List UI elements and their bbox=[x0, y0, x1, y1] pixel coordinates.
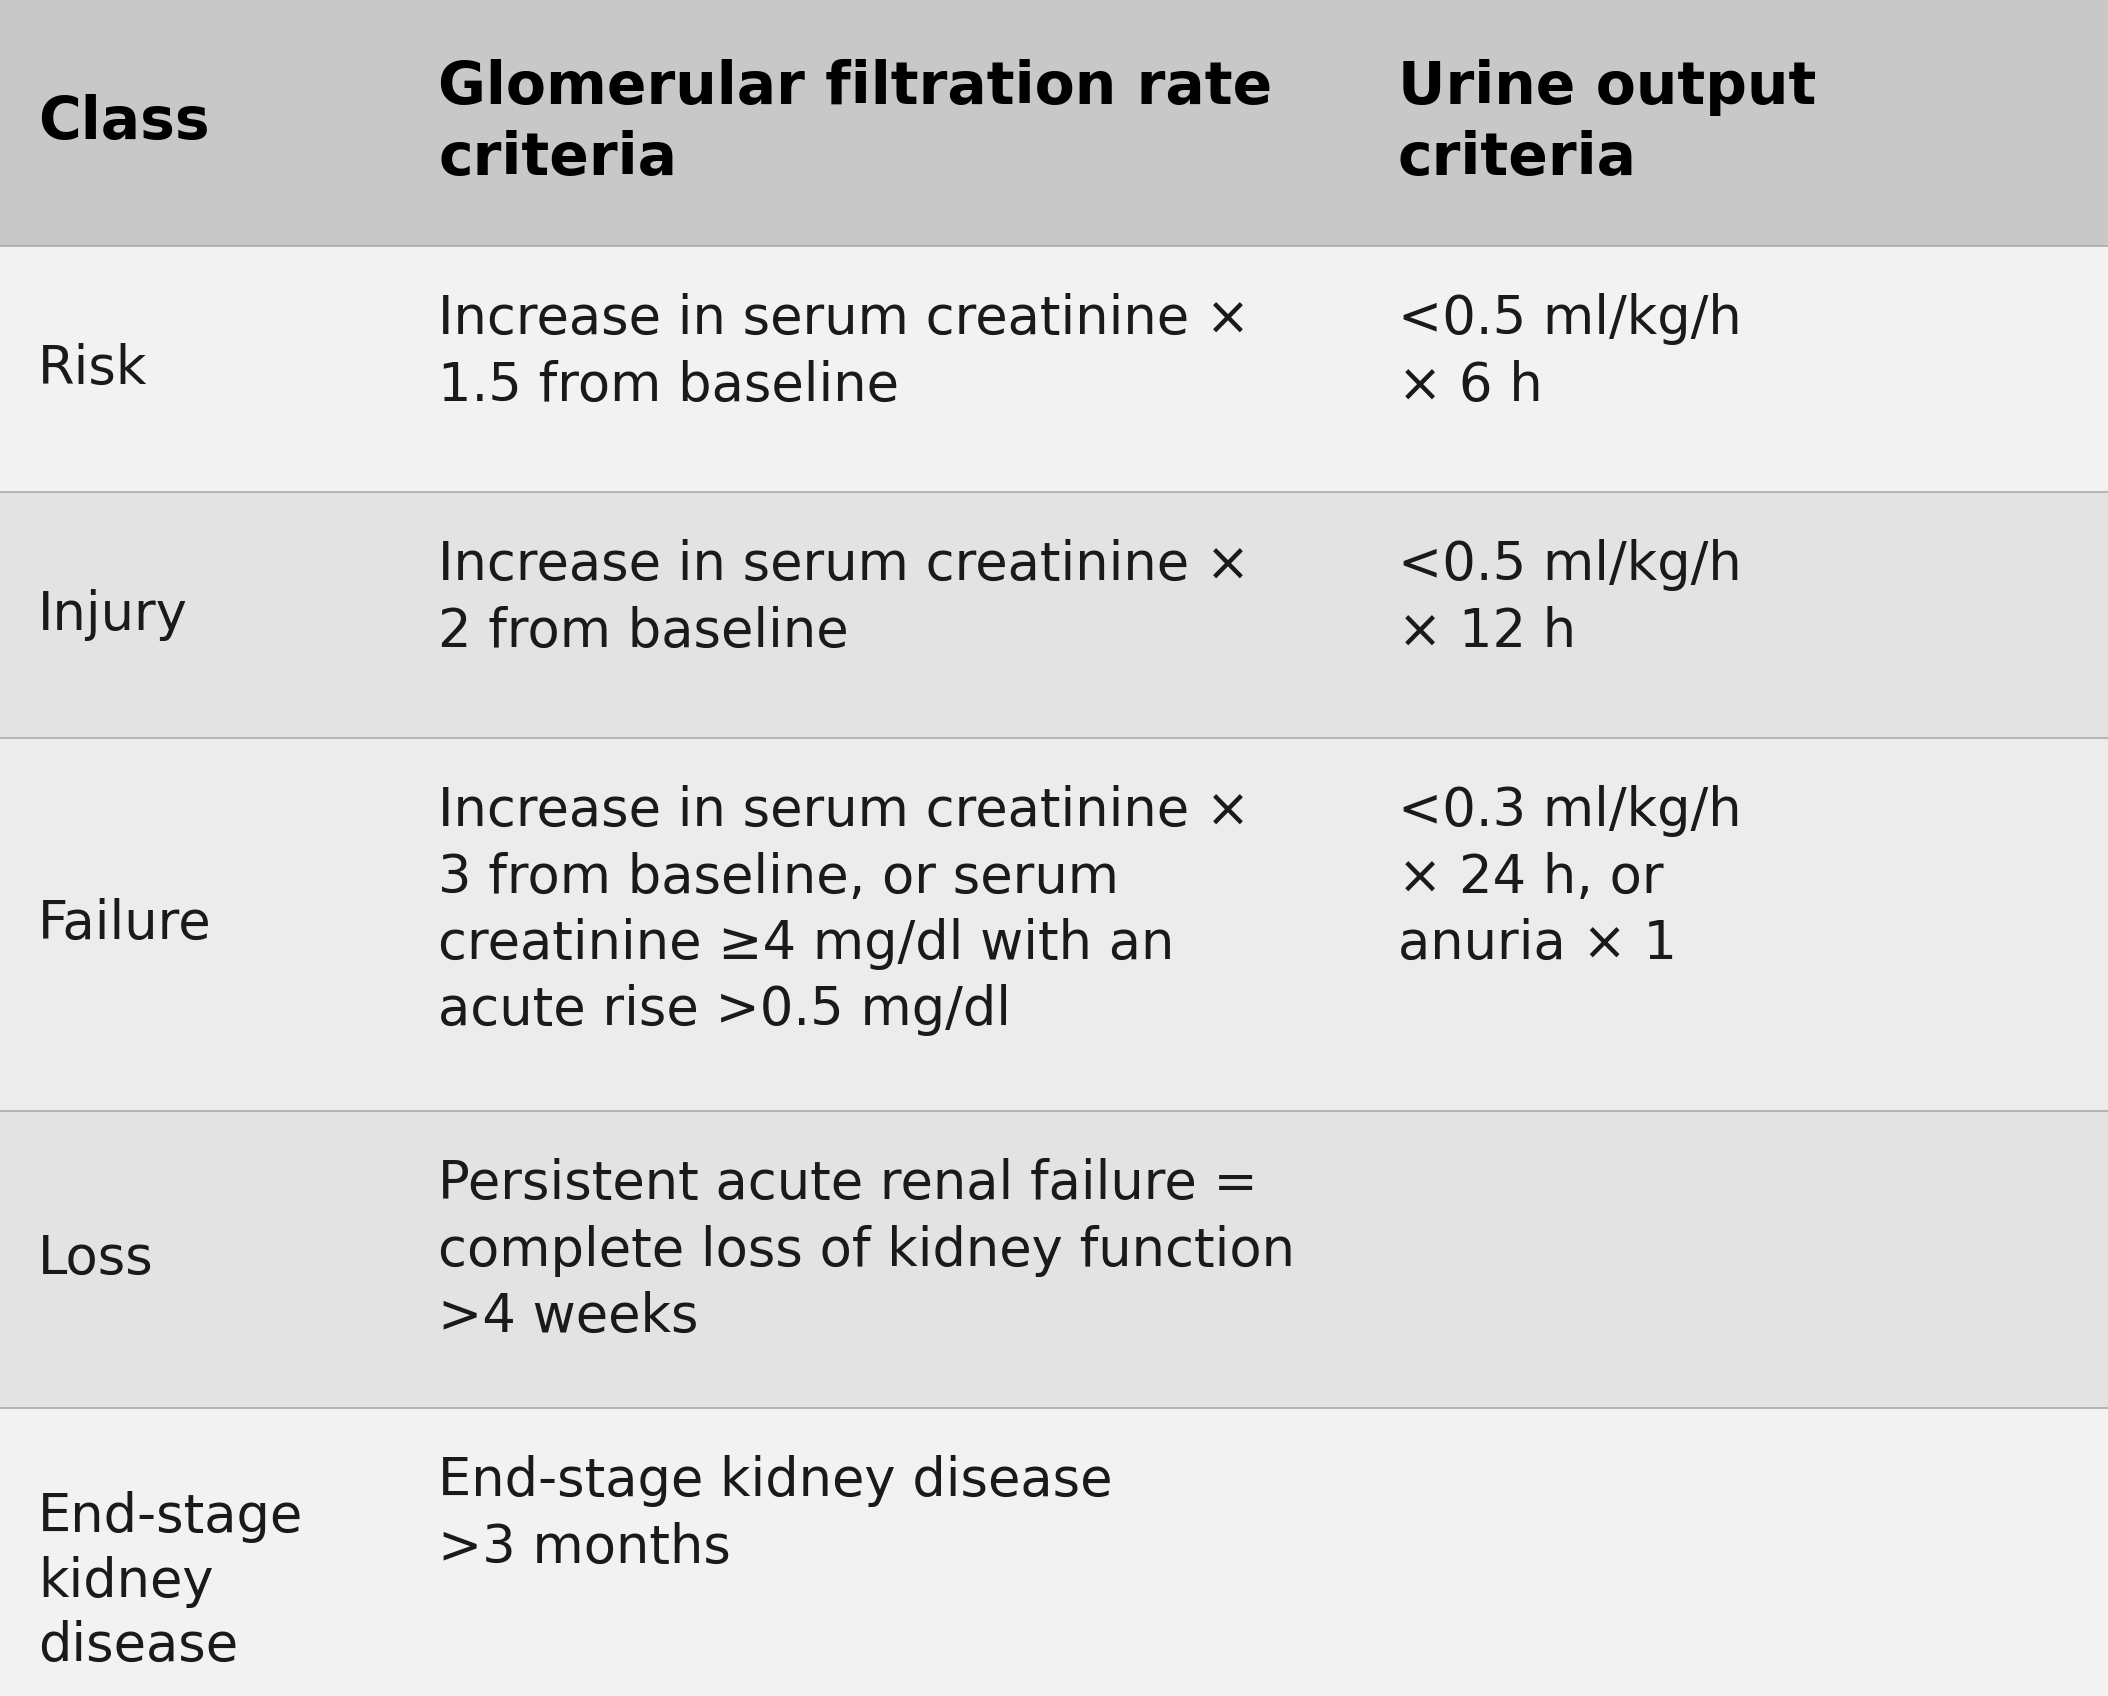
Bar bbox=[0, 0, 2108, 246]
Text: Failure: Failure bbox=[38, 899, 211, 950]
Bar bbox=[0, 246, 2108, 492]
Bar bbox=[0, 492, 2108, 738]
Text: <0.3 ml/kg/h
× 24 h, or
anuria × 1: <0.3 ml/kg/h × 24 h, or anuria × 1 bbox=[1398, 785, 1741, 970]
Bar bbox=[0, 738, 2108, 1111]
Text: <0.5 ml/kg/h
× 12 h: <0.5 ml/kg/h × 12 h bbox=[1398, 539, 1741, 658]
Text: Risk: Risk bbox=[38, 343, 148, 395]
Text: Persistent acute renal failure =
complete loss of kidney function
>4 weeks: Persistent acute renal failure = complet… bbox=[438, 1158, 1296, 1343]
Bar bbox=[0, 1111, 2108, 1408]
Text: End-stage kidney disease
>3 months: End-stage kidney disease >3 months bbox=[438, 1455, 1113, 1574]
Text: Increase in serum creatinine ×
2 from baseline: Increase in serum creatinine × 2 from ba… bbox=[438, 539, 1250, 658]
Bar bbox=[0, 1408, 2108, 1696]
Text: Glomerular filtration rate
criteria: Glomerular filtration rate criteria bbox=[438, 59, 1273, 187]
Text: Loss: Loss bbox=[38, 1233, 154, 1286]
Text: Class: Class bbox=[38, 95, 209, 151]
Text: <0.5 ml/kg/h
× 6 h: <0.5 ml/kg/h × 6 h bbox=[1398, 293, 1741, 412]
Text: Injury: Injury bbox=[38, 589, 188, 641]
Text: Increase in serum creatinine ×
1.5 from baseline: Increase in serum creatinine × 1.5 from … bbox=[438, 293, 1250, 412]
Text: Urine output
criteria: Urine output criteria bbox=[1398, 59, 1815, 187]
Text: End-stage
kidney
disease: End-stage kidney disease bbox=[38, 1491, 304, 1672]
Text: Increase in serum creatinine ×
3 from baseline, or serum
creatinine ≥4 mg/dl wit: Increase in serum creatinine × 3 from ba… bbox=[438, 785, 1250, 1036]
